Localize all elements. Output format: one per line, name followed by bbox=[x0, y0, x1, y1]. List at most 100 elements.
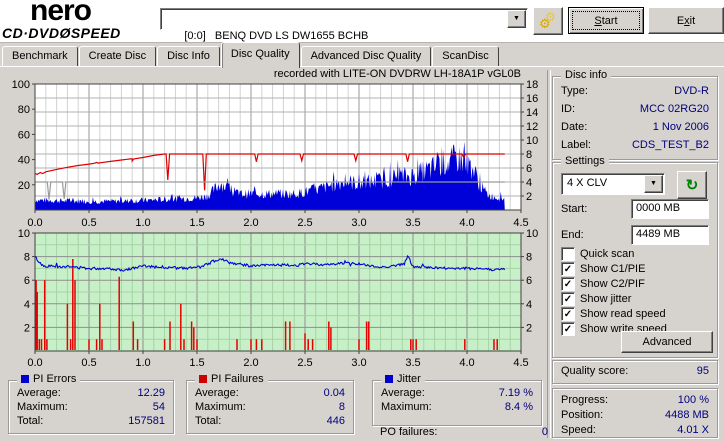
checkbox-show-c1-pie[interactable]: ✓ Show C1/PIE bbox=[561, 262, 645, 276]
svg-text:0.0: 0.0 bbox=[27, 357, 42, 369]
disc-info-value: 1 Nov 2006 bbox=[652, 121, 709, 133]
pi-errors-chart: 100 80 60 40 20 18 16 14 12 10 8 6 4 2 0.0 0.5 1.0 1.5 2.0… bbox=[12, 80, 539, 229]
svg-text:40: 40 bbox=[18, 155, 30, 167]
pi-failures-stats-group: PI Failures Average: 0.04 Maximum: 8 Total: 44… bbox=[186, 373, 354, 434]
drive-select-value: [0:0] BENQ DVD LS DW1655 BCHB bbox=[184, 30, 369, 42]
progress-label: Progress: bbox=[561, 394, 609, 406]
panel-divider bbox=[547, 70, 551, 438]
progress-row: Progress: 100 % bbox=[553, 394, 717, 406]
quality-score-value: 95 bbox=[696, 365, 709, 377]
jitter-pi-failures-chart: 10 8 6 4 2 10 8 6 4 2 0.0 0.5 1.0 1.5 2.0 2.5 3.0 3.5 4.0 4… bbox=[18, 229, 539, 369]
end-position-field[interactable]: 4489 MB bbox=[631, 225, 709, 245]
drive-select[interactable]: [0:0] BENQ DVD LS DW1655 BCHB ▼ bbox=[160, 8, 528, 42]
tab-disc-info[interactable]: Disc Info bbox=[157, 46, 220, 67]
checkbox-quick-scan[interactable]: Quick scan bbox=[561, 247, 634, 261]
stats-group-title: PI Failures bbox=[195, 373, 268, 385]
disc-info-value: CDS_TEST_B2 bbox=[631, 139, 709, 151]
stats-row-label: Maximum: bbox=[17, 401, 68, 413]
svg-text:0.5: 0.5 bbox=[81, 217, 96, 229]
stats-row-value: 446 bbox=[326, 415, 345, 427]
disc-info-row: Label: CDS_TEST_B2 bbox=[553, 139, 717, 151]
stats-row-label: Average: bbox=[381, 387, 425, 399]
tab-bar: Benchmark Create Disc Disc Info Disc Qualit… bbox=[0, 42, 724, 68]
stats-row-value: 8.4 % bbox=[504, 401, 533, 413]
checkbox-show-jitter[interactable]: ✓ Show jitter bbox=[561, 292, 631, 306]
exit-button[interactable]: Exit bbox=[648, 7, 724, 34]
scan-speed-value: 4 X CLV bbox=[567, 177, 608, 189]
checkbox-show-c2-pif[interactable]: ✓ Show C2/PIF bbox=[561, 277, 645, 291]
chart-title: recorded with LITE-ON DVDRW LH-18A1P vGL… bbox=[273, 68, 521, 80]
svg-text:3.0: 3.0 bbox=[351, 217, 366, 229]
checkbox-show-read-speed[interactable]: ✓ Show read speed bbox=[561, 307, 666, 321]
end-position-label: End: bbox=[561, 229, 584, 241]
stats-row-label: Total: bbox=[17, 415, 44, 427]
tab-create-disc[interactable]: Create Disc bbox=[78, 46, 157, 67]
checked-checkbox-icon[interactable]: ✓ bbox=[561, 322, 575, 336]
stats-row-value: 12.29 bbox=[137, 387, 165, 399]
start-button[interactable]: Start bbox=[568, 7, 644, 34]
jitter-stats-group: Jitter Average: 7.19 % Maximum: 8.4 % bbox=[372, 373, 542, 426]
progress-row: Position: 4488 MB bbox=[553, 409, 717, 421]
tab-advanced-disc-quality[interactable]: Advanced Disc Quality bbox=[300, 46, 432, 67]
svg-text:2.0: 2.0 bbox=[243, 357, 258, 369]
checked-checkbox-icon[interactable]: ✓ bbox=[561, 307, 575, 321]
svg-text:1.5: 1.5 bbox=[189, 357, 204, 369]
stats-row: Total: 157581 bbox=[9, 415, 173, 427]
scan-speed-arrow[interactable]: ▼ bbox=[644, 175, 663, 193]
stats-row: Total: 446 bbox=[187, 415, 353, 427]
scan-speed-select[interactable]: 4 X CLV ▼ bbox=[561, 173, 665, 195]
quality-score-group: Quality score: 95 bbox=[552, 360, 718, 384]
cd-dvd-speed-logo: CD·DVDØSPEED bbox=[2, 25, 121, 41]
stats-group-title: PI Errors bbox=[17, 373, 81, 385]
svg-text:6: 6 bbox=[24, 275, 30, 287]
svg-text:2: 2 bbox=[526, 322, 532, 334]
svg-text:4: 4 bbox=[526, 299, 532, 311]
svg-text:12: 12 bbox=[526, 121, 538, 133]
legend-square-icon bbox=[199, 375, 207, 383]
stats-row: Average: 0.04 bbox=[187, 387, 353, 399]
stats-row: Average: 12.29 bbox=[9, 387, 173, 399]
svg-text:10: 10 bbox=[18, 229, 30, 240]
stats-row-value: 157581 bbox=[128, 415, 165, 427]
stats-row: Maximum: 54 bbox=[9, 401, 173, 413]
svg-text:20: 20 bbox=[18, 180, 30, 192]
svg-text:60: 60 bbox=[18, 129, 30, 141]
disc-info-row: ID: MCC 02RG20 bbox=[553, 103, 717, 115]
start-position-field[interactable]: 0000 MB bbox=[631, 199, 709, 219]
svg-text:10: 10 bbox=[526, 135, 538, 147]
checked-checkbox-icon[interactable]: ✓ bbox=[561, 292, 575, 306]
svg-text:4: 4 bbox=[24, 299, 30, 311]
progress-value: 4488 MB bbox=[664, 409, 709, 421]
tab-label: Create Disc bbox=[88, 50, 147, 62]
svg-text:1.5: 1.5 bbox=[189, 217, 204, 229]
checked-checkbox-icon[interactable]: ✓ bbox=[561, 262, 575, 276]
start-button-label: Start bbox=[594, 14, 618, 27]
svg-text:10: 10 bbox=[526, 229, 538, 240]
tab-disc-quality[interactable]: Disc Quality bbox=[220, 42, 300, 68]
checked-checkbox-icon[interactable]: ✓ bbox=[561, 277, 575, 291]
refresh-button[interactable]: ↻ bbox=[677, 171, 707, 199]
gears-icon: ⚙ ⚙ bbox=[539, 10, 556, 31]
stats-row: Average: 7.19 % bbox=[373, 387, 541, 399]
checkbox-label: Quick scan bbox=[580, 248, 635, 260]
svg-text:3.5: 3.5 bbox=[405, 217, 420, 229]
svg-text:18: 18 bbox=[526, 80, 538, 91]
options-button[interactable]: ⚙ ⚙ bbox=[533, 7, 563, 35]
tab-scandisc[interactable]: ScanDisc bbox=[432, 46, 499, 67]
svg-text:0.5: 0.5 bbox=[81, 357, 96, 369]
chevron-down-icon: ▼ bbox=[650, 180, 657, 187]
tab-label: Disc Quality bbox=[230, 48, 290, 60]
tab-benchmark[interactable]: Benchmark bbox=[2, 46, 78, 67]
advanced-button[interactable]: Advanced bbox=[621, 331, 713, 353]
progress-group: Progress: 100 % Position: 4488 MB Speed: 4.01… bbox=[552, 388, 718, 438]
svg-text:1.0: 1.0 bbox=[135, 217, 150, 229]
unchecked-checkbox-icon[interactable] bbox=[561, 247, 575, 261]
pi-errors-stats-group: PI Errors Average: 12.29 Maximum: 54 Total: 15… bbox=[8, 373, 174, 434]
svg-text:4.5: 4.5 bbox=[513, 357, 528, 369]
stats-row-value: 7.19 % bbox=[498, 387, 533, 399]
stats-row-value: 0.04 bbox=[323, 387, 345, 399]
po-failures-value: 0 bbox=[541, 426, 548, 438]
disc-info-label: ID: bbox=[561, 103, 576, 115]
legend-square-icon bbox=[21, 375, 29, 383]
drive-select-arrow[interactable]: ▼ bbox=[507, 10, 526, 28]
